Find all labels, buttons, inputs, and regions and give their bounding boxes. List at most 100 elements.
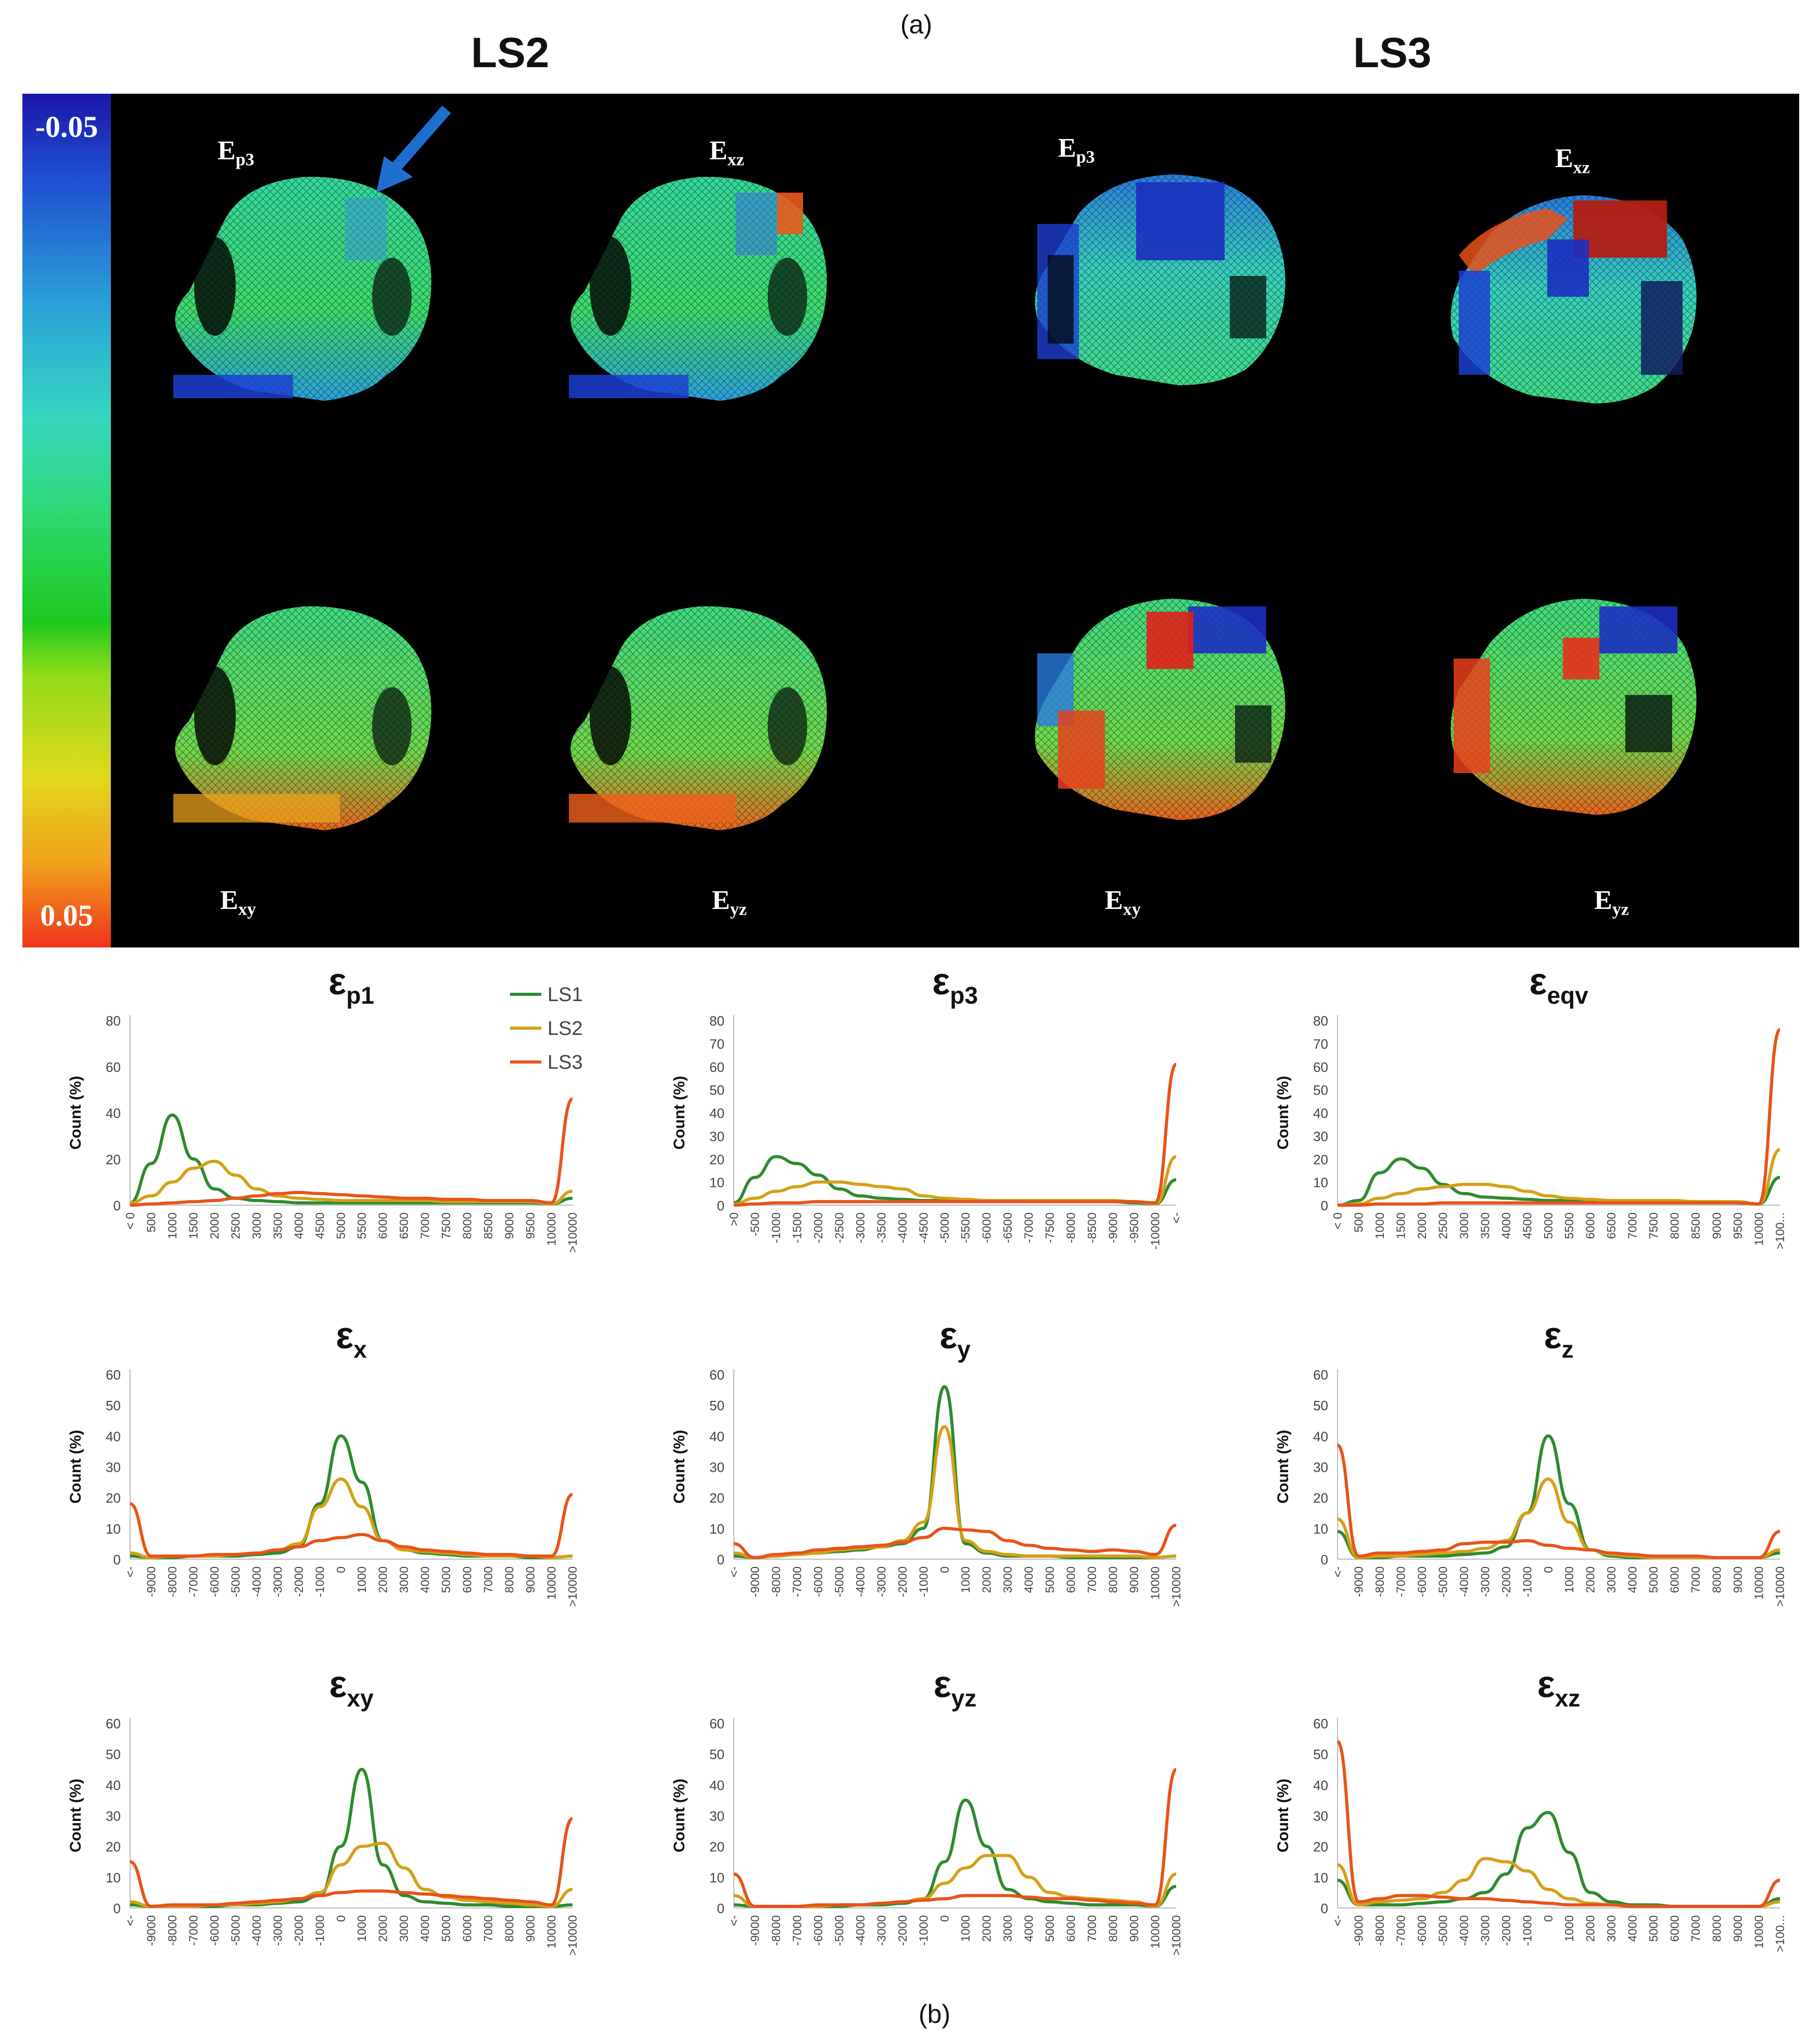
x-tick-label: 4000	[1626, 1915, 1639, 1942]
x-tick-label: -2000	[292, 1915, 306, 1946]
chart-title-sub: p3	[950, 982, 978, 1009]
x-tick-label: -9000	[144, 1566, 158, 1597]
series-line-ls2	[130, 1841, 573, 1908]
x-tick-label: >100...	[1773, 1212, 1787, 1249]
render-ls3-exz	[1450, 195, 1697, 403]
x-tick-label: -6000	[208, 1915, 221, 1946]
x-tick-label: 9000	[524, 1566, 537, 1593]
y-tick-label: 50	[106, 1747, 121, 1762]
x-tick-label: 3500	[1478, 1212, 1492, 1239]
x-tick-label: 0	[334, 1915, 348, 1922]
x-tick-label: -8000	[166, 1566, 179, 1597]
x-tick-label: 0	[334, 1566, 348, 1573]
label-top-1: Ep3	[218, 135, 254, 170]
x-tick-label: -4000	[1457, 1566, 1471, 1597]
x-tick-label: 5000	[1647, 1566, 1660, 1593]
y-tick-label: 60	[106, 1716, 121, 1731]
x-tick-label: 8000	[1106, 1915, 1120, 1942]
x-tick-label: -500	[748, 1212, 761, 1236]
x-tick-label: >0	[727, 1212, 741, 1226]
x-tick-label: 8000	[503, 1915, 516, 1942]
y-axis-label: Count (%)	[671, 1779, 688, 1853]
x-tick-label: -4000	[1457, 1915, 1471, 1946]
x-tick-label: <-	[1331, 1915, 1344, 1926]
y-tick-label: 50	[1313, 1747, 1328, 1762]
x-tick-label: 2000	[980, 1915, 994, 1942]
render-ls2-ep3	[173, 176, 431, 401]
label-bottom-2-main: E	[712, 886, 730, 915]
chart-z: εz Count (%) 0 10 20 30 40 50 60 <- -9000 -8000 -700…	[1275, 1315, 1787, 1607]
label-bottom-2-sub: yz	[730, 900, 747, 919]
x-tick-label: >10000	[566, 1915, 579, 1955]
y-tick-label: 80	[106, 1013, 121, 1029]
x-tick-label: 4000	[418, 1915, 432, 1942]
x-tick-label: 4000	[1626, 1566, 1639, 1593]
legend-label-ls1: LS1	[548, 984, 583, 1006]
chart-title-p3: εp3	[932, 961, 978, 1009]
y-tick-label: 20	[106, 1152, 121, 1167]
series-line-ls3	[130, 1097, 574, 1207]
x-tick-label: >10000	[1169, 1566, 1183, 1607]
x-tick-label: >10000	[1773, 1566, 1787, 1607]
series-line-ls3	[1336, 1740, 1780, 1908]
x-tick-label: 1000	[1373, 1212, 1386, 1239]
y-tick-label: 60	[1313, 1059, 1328, 1075]
y-tick-label: 80	[709, 1013, 724, 1029]
chart-title-eqv: εeqv	[1529, 961, 1588, 1009]
x-tick-label: 3000	[397, 1915, 411, 1942]
x-tick-label: -6000	[1415, 1915, 1429, 1946]
chart-title-main: ε	[1529, 961, 1547, 1003]
y-tick-label: 40	[106, 1777, 121, 1793]
y-tick-label: 60	[709, 1059, 724, 1075]
series-line-ls1	[733, 1798, 1177, 1908]
x-tick-label: 8000	[461, 1212, 474, 1239]
x-tick-label: 2000	[376, 1566, 390, 1593]
x-tick-label: 10000	[1149, 1915, 1162, 1949]
y-axis-label: Count (%)	[1275, 1779, 1292, 1853]
chart-title-main: ε	[1544, 1315, 1561, 1357]
x-tick-label: 10000	[1752, 1212, 1766, 1246]
colorbar: -0.05 0.05	[22, 94, 111, 947]
y-tick-label: 10	[709, 1870, 724, 1886]
x-tick-label: 1500	[1394, 1212, 1407, 1239]
x-tick-label: 7000	[481, 1915, 495, 1942]
label-bottom-3: Exy	[1105, 885, 1141, 919]
y-tick-label: 30	[709, 1129, 724, 1144]
chart-title-sub: xy	[347, 1685, 374, 1712]
x-tick-label: 0	[1542, 1915, 1555, 1922]
x-tick-label: 500	[144, 1212, 158, 1232]
column-header-ls2: LS2	[471, 29, 550, 77]
chart-title-sub: yz	[951, 1685, 977, 1712]
label-top-3-main: E	[1058, 133, 1076, 163]
chart-xy: εxy Count (%) 0 10 20 30 40 50 60 <- -9000 -8000 -70…	[67, 1664, 579, 1955]
x-tick-label: -3000	[271, 1915, 284, 1946]
x-tick-label: -1000	[1520, 1915, 1534, 1946]
render-ls3-ep3	[1035, 174, 1286, 385]
x-tick-label: -1500	[790, 1212, 804, 1243]
x-tick-label: 3000	[1605, 1566, 1618, 1593]
x-tick-label: >10000	[1169, 1915, 1183, 1955]
label-top-4-main: E	[1555, 144, 1573, 173]
y-tick-label: 0	[1321, 1901, 1328, 1916]
render-ls2-exz	[569, 176, 827, 401]
x-tick-label: 10000	[545, 1566, 558, 1600]
y-tick-label: 40	[1313, 1428, 1328, 1444]
series-line-ls2	[130, 1477, 573, 1559]
x-tick-label: 2000	[208, 1212, 221, 1239]
y-tick-label: 20	[709, 1490, 724, 1506]
y-tick-label: 60	[709, 1367, 724, 1383]
label-top-2-main: E	[709, 136, 728, 166]
x-tick-label: 6000	[461, 1915, 474, 1942]
y-tick-label: 10	[106, 1521, 121, 1537]
x-tick-label: 9000	[503, 1212, 516, 1239]
x-tick-label: 1500	[186, 1212, 200, 1239]
x-tick-label: 5000	[334, 1212, 348, 1239]
y-tick-label: 20	[709, 1839, 724, 1855]
y-tick-label: 10	[106, 1870, 121, 1886]
y-tick-label: 30	[106, 1460, 121, 1475]
x-tick-label: 8000	[1668, 1212, 1682, 1239]
x-tick-label: -8500	[1085, 1212, 1099, 1243]
render-ls3-eyz	[1450, 599, 1697, 815]
x-tick-label: 7000	[1689, 1915, 1702, 1942]
